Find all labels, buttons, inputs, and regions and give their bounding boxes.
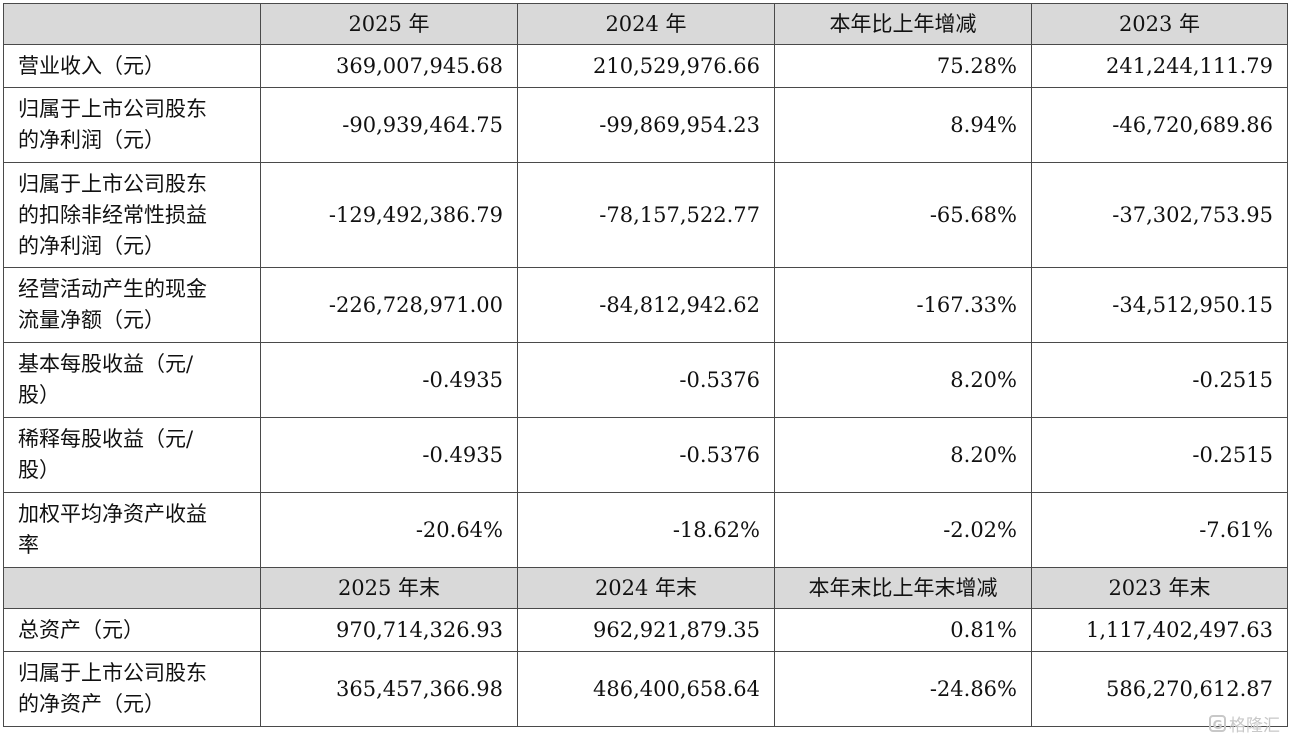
value-change: -2.02% xyxy=(774,492,1032,568)
value-2023: -0.2515 xyxy=(1031,417,1288,493)
value-change: 8.94% xyxy=(774,87,1032,163)
value-change: -167.33% xyxy=(774,267,1032,343)
table-row: 基本每股收益（元/股） -0.4935 -0.5376 8.20% -0.251… xyxy=(3,342,1288,418)
row-label: 基本每股收益（元/股） xyxy=(3,342,261,418)
value-2023: -37,302,753.95 xyxy=(1031,162,1288,268)
label-line: 流量净额（元） xyxy=(18,308,165,332)
label-line: 加权平均净资产收益 xyxy=(18,502,207,526)
value-2024: 486,400,658.64 xyxy=(517,651,775,727)
header-2024-end: 2024 年末 xyxy=(517,567,775,609)
row-label: 总资产（元） xyxy=(3,608,261,652)
value-2023: -7.61% xyxy=(1031,492,1288,568)
row-label: 营业收入（元） xyxy=(3,44,261,88)
value-2023: 586,270,612.87 xyxy=(1031,651,1288,727)
value-2025: -0.4935 xyxy=(260,342,518,418)
watermark-logo: G 格隆汇 xyxy=(1209,711,1280,736)
label-line: 归属于上市公司股东 xyxy=(18,661,207,685)
header-change-end: 本年末比上年末增减 xyxy=(774,567,1032,609)
value-2023: 241,244,111.79 xyxy=(1031,44,1288,88)
header-2023: 2023 年 xyxy=(1031,3,1288,45)
value-2024: -78,157,522.77 xyxy=(517,162,775,268)
value-2025: 365,457,366.98 xyxy=(260,651,518,727)
header-2024: 2024 年 xyxy=(517,3,775,45)
logo-icon: G xyxy=(1209,715,1226,732)
value-2025: -90,939,464.75 xyxy=(260,87,518,163)
row-label: 稀释每股收益（元/股） xyxy=(3,417,261,493)
label-line: 的净利润（元） xyxy=(18,233,165,258)
header-2025-end: 2025 年末 xyxy=(260,567,518,609)
value-change: -65.68% xyxy=(774,162,1032,268)
table-row: 营业收入（元） 369,007,945.68 210,529,976.66 75… xyxy=(3,44,1288,88)
row-label: 加权平均净资产收益率 xyxy=(3,492,261,568)
header-row-year-end: 2025 年末 2024 年末 本年末比上年末增减 2023 年末 xyxy=(3,567,1288,609)
label-line: 稀释每股收益（元/ xyxy=(18,427,194,451)
table-row: 稀释每股收益（元/股） -0.4935 -0.5376 8.20% -0.251… xyxy=(3,417,1288,493)
value-2025: -129,492,386.79 xyxy=(260,162,518,268)
row-label: 归属于上市公司股东 的扣除非经常性损益 的净利润（元） xyxy=(3,162,261,268)
label-line: 率 xyxy=(18,533,39,557)
value-change: 8.20% xyxy=(774,342,1032,418)
value-2025: -226,728,971.00 xyxy=(260,267,518,343)
label-line: 的净资产（元） xyxy=(18,692,165,716)
label-line: 归属于上市公司股东 xyxy=(18,171,207,196)
header-2025: 2025 年 xyxy=(260,3,518,45)
header-corner-cell xyxy=(3,3,261,45)
value-2024: -84,812,942.62 xyxy=(517,267,775,343)
table-row: 经营活动产生的现金 流量净额（元） -226,728,971.00 -84,812… xyxy=(3,267,1288,343)
value-change: 75.28% xyxy=(774,44,1032,88)
header-corner-cell xyxy=(3,567,261,609)
label-line: 总资产（元） xyxy=(18,617,144,642)
table-row: 总资产（元） 970,714,326.93 962,921,879.35 0.8… xyxy=(3,608,1288,652)
table-row: 归属于上市公司股东 的净资产（元） 365,457,366.98 486,400,… xyxy=(3,651,1288,727)
value-2025: -0.4935 xyxy=(260,417,518,493)
header-row: 2025 年 2024 年 本年比上年增减 2023 年 xyxy=(3,3,1288,45)
value-2023: 1,117,402,497.63 xyxy=(1031,608,1288,652)
label-line: 营业收入（元） xyxy=(18,53,165,78)
value-2024: 210,529,976.66 xyxy=(517,44,775,88)
watermark-text: 格隆汇 xyxy=(1229,716,1280,736)
label-line: 归属于上市公司股东 xyxy=(18,97,207,121)
value-2024: -0.5376 xyxy=(517,342,775,418)
value-2024: 962,921,879.35 xyxy=(517,608,775,652)
value-2024: -18.62% xyxy=(517,492,775,568)
financial-summary-table: 2025 年 2024 年 本年比上年增减 2023 年 营业收入（元） 369… xyxy=(3,3,1288,727)
value-2023: -0.2515 xyxy=(1031,342,1288,418)
header-change: 本年比上年增减 xyxy=(774,3,1032,45)
value-2025: -20.64% xyxy=(260,492,518,568)
header-2023-end: 2023 年末 xyxy=(1031,567,1288,609)
value-change: -24.86% xyxy=(774,651,1032,727)
table-row: 归属于上市公司股东 的净利润（元） -90,939,464.75 -99,869,… xyxy=(3,87,1288,163)
label-line: 基本每股收益（元/ xyxy=(18,352,194,376)
label-line: 股） xyxy=(18,383,60,407)
row-label: 归属于上市公司股东 的净利润（元） xyxy=(3,87,261,163)
value-2023: -46,720,689.86 xyxy=(1031,87,1288,163)
table-row: 归属于上市公司股东 的扣除非经常性损益 的净利润（元） -129,492,386.7… xyxy=(3,162,1288,268)
label-line: 的扣除非经常性损益 xyxy=(18,202,207,227)
label-line: 的净利润（元） xyxy=(18,128,165,152)
label-line: 经营活动产生的现金 xyxy=(18,277,207,301)
value-2024: -0.5376 xyxy=(517,417,775,493)
row-label: 经营活动产生的现金 流量净额（元） xyxy=(3,267,261,343)
value-change: 8.20% xyxy=(774,417,1032,493)
value-2025: 369,007,945.68 xyxy=(260,44,518,88)
row-label: 归属于上市公司股东 的净资产（元） xyxy=(3,651,261,727)
table-row: 加权平均净资产收益率 -20.64% -18.62% -2.02% -7.61% xyxy=(3,492,1288,568)
value-2024: -99,869,954.23 xyxy=(517,87,775,163)
value-2025: 970,714,326.93 xyxy=(260,608,518,652)
label-line: 股） xyxy=(18,458,60,482)
value-change: 0.81% xyxy=(774,608,1032,652)
value-2023: -34,512,950.15 xyxy=(1031,267,1288,343)
